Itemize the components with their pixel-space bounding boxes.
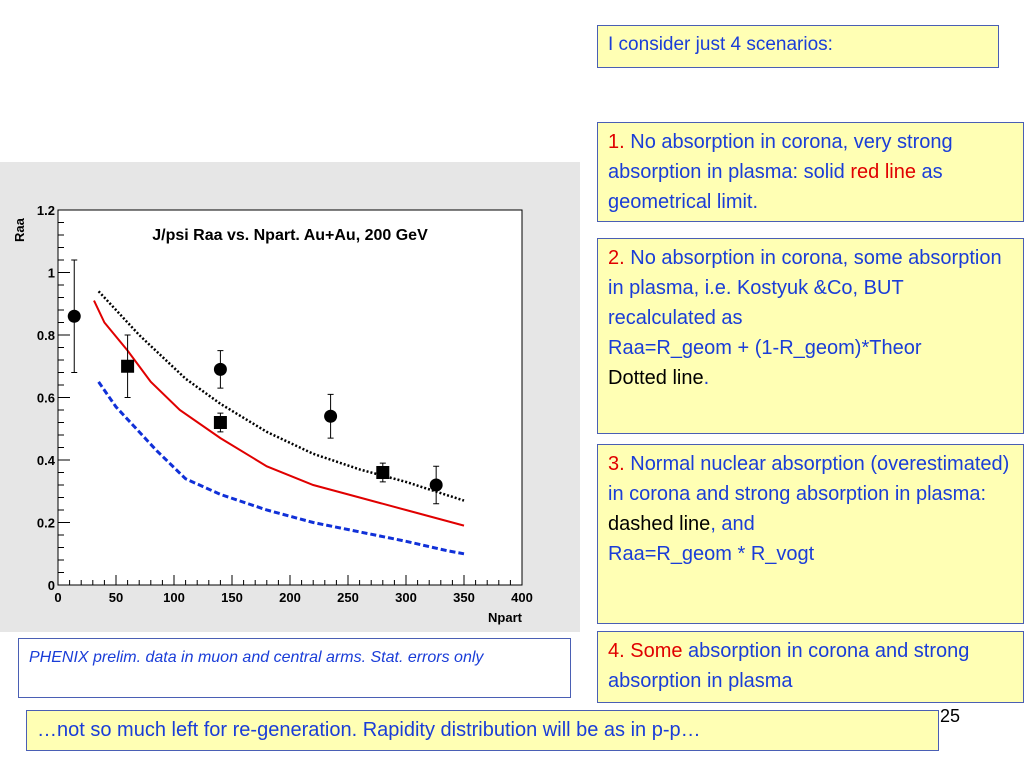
x-tick-label: 250 (337, 590, 359, 605)
y-tick-label: 1 (48, 266, 55, 281)
data-point-circle (429, 478, 443, 492)
model-line-solid (93, 300, 465, 527)
scenario-4-box: 4. Some absorption in corona and strong … (597, 631, 1024, 703)
x-axis-label: Npart (488, 610, 523, 625)
x-tick-label: 150 (221, 590, 243, 605)
scenario-2-dot: . (703, 367, 710, 389)
y-tick-label: 1.2 (37, 203, 55, 218)
x-tick-label: 200 (279, 590, 301, 605)
x-tick-label: 350 (453, 590, 475, 605)
scenario-4-word: Some (630, 640, 683, 662)
y-tick-label: 0.8 (37, 328, 55, 343)
chart-caption: PHENIX prelim. data in muon and central … (18, 638, 571, 698)
x-tick-label: 0 (54, 590, 61, 605)
plot-frame (57, 209, 523, 586)
data-points (67, 259, 443, 505)
scenario-1-number: 1. (608, 131, 625, 153)
raa-chart: J/psi Raa vs. Npart. Au+Au, 200 GeV Raa … (12, 203, 533, 625)
scenario-2-text-a: No absorption in corona, some absorption… (608, 247, 1002, 329)
y-tick-label: 0.4 (37, 453, 56, 468)
x-tick-label: 400 (511, 590, 533, 605)
scenario-3-box: 3. Normal nuclear absorption (overestima… (597, 444, 1024, 624)
scenario-4-number: 4. (608, 640, 625, 662)
scenario-2-formula: Raa=R_geom + (1-R_geom)*Theor (608, 337, 922, 359)
scenario-3-formula: Raa=R_geom * R_vogt (608, 543, 815, 565)
x-tick-label: 300 (395, 590, 417, 605)
y-axis-label: Raa (12, 217, 27, 242)
scenario-1-box: 1. No absorption in corona, very strong … (597, 122, 1024, 222)
scenario-1-highlight: red line (850, 161, 916, 183)
scenario-2-number: 2. (608, 247, 625, 269)
model-line-dotted (97, 290, 465, 502)
data-point-circle (213, 362, 227, 376)
y-tick-label: 0.2 (37, 516, 55, 531)
model-lines (93, 290, 465, 556)
x-tick-label: 100 (163, 590, 185, 605)
page-number: 25 (940, 706, 961, 726)
bottom-note: …not so much left for re-generation. Rap… (26, 710, 939, 751)
axes: 0 50 100 150 200 250 300 350 400 0 0.2 0.4 0.6 0.8 1 1.… (37, 203, 533, 605)
data-point-circle (67, 309, 81, 323)
x-tick-label: 50 (109, 590, 123, 605)
scenario-3-number: 3. (608, 453, 625, 475)
chart-panel: J/psi Raa vs. Npart. Au+Au, 200 GeV Raa … (0, 162, 580, 632)
data-point-square (121, 359, 135, 373)
scenario-3-line-label: dashed line (608, 513, 711, 535)
scenarios-header: I consider just 4 scenarios: (597, 25, 999, 68)
scenario-4-text-a: absorption in corona and strong absorpti… (608, 640, 970, 692)
scenario-1-text-b: as geometrical limit. (608, 161, 943, 213)
data-point-square (213, 416, 227, 429)
scenario-3-text-a: Normal nuclear absorption (overestimated… (608, 453, 1010, 505)
scenarios-header-text: I consider just 4 scenarios: (608, 34, 833, 55)
y-tick-label: 0.6 (37, 391, 55, 406)
data-point-circle (324, 409, 338, 423)
scenario-3-text-b: , and (710, 513, 755, 535)
model-line-dashed (97, 381, 465, 556)
data-point-square (376, 466, 390, 479)
scenario-1-text-a: No absorption in corona, very strong abs… (608, 131, 953, 183)
scenario-2-box: 2. No absorption in corona, some absorpt… (597, 238, 1024, 434)
y-tick-label: 0 (48, 578, 55, 593)
chart-title: J/psi Raa vs. Npart. Au+Au, 200 GeV (152, 227, 428, 244)
scenario-2-line-label: Dotted line (608, 367, 704, 389)
